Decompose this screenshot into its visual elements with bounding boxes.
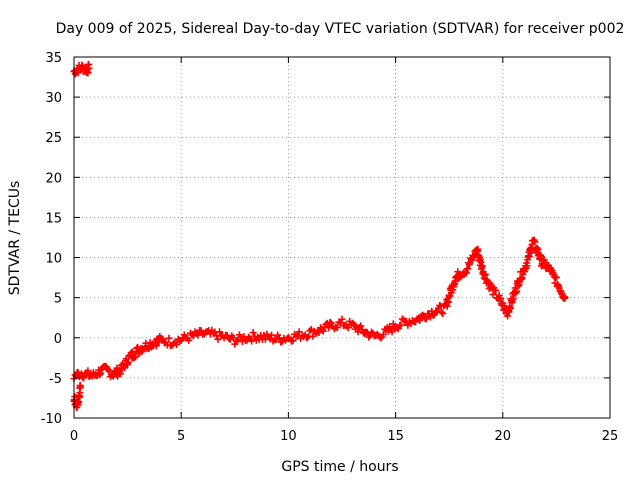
data-point xyxy=(358,326,366,334)
data-point xyxy=(84,367,92,375)
y-tick-label: 5 xyxy=(54,292,62,307)
data-point xyxy=(215,328,223,336)
data-point xyxy=(367,328,375,336)
data-point xyxy=(96,371,104,379)
x-tick-label: 0 xyxy=(70,429,78,444)
x-tick-label: 15 xyxy=(387,429,404,444)
data-point xyxy=(354,328,362,336)
data-point xyxy=(97,369,105,377)
y-tick-label: 10 xyxy=(45,252,62,267)
data-points xyxy=(70,60,569,412)
data-point xyxy=(531,238,539,246)
data-point xyxy=(76,382,84,390)
data-point xyxy=(489,290,497,298)
data-point xyxy=(389,320,397,328)
y-axis-label: SDTVAR / TECUs xyxy=(7,181,23,296)
data-point xyxy=(214,335,222,343)
data-point xyxy=(85,64,93,72)
data-point xyxy=(295,328,303,336)
data-point xyxy=(439,310,447,318)
data-point xyxy=(333,324,341,332)
data-point xyxy=(277,338,285,346)
data-point xyxy=(513,287,521,295)
data-point xyxy=(492,286,500,294)
data-point xyxy=(388,328,396,336)
chart-title: Day 009 of 2025, Sidereal Day-to-day VTE… xyxy=(56,21,625,37)
data-point xyxy=(116,370,124,378)
data-point xyxy=(268,331,276,339)
data-point xyxy=(232,337,240,345)
data-point xyxy=(357,322,365,330)
data-point xyxy=(152,342,160,350)
data-point xyxy=(478,262,486,270)
x-axis-label: GPS time / hours xyxy=(281,459,398,475)
data-point xyxy=(124,358,132,366)
data-point xyxy=(248,337,256,345)
y-tick-label: 20 xyxy=(45,171,62,186)
data-point xyxy=(349,319,357,327)
data-point xyxy=(506,305,514,313)
axis-ticks: 0 5 10 15 20 25 -10 -5 0 5 10 15 20 25 30 35 xyxy=(41,51,619,444)
y-tick-label: -5 xyxy=(49,372,62,387)
y-tick-label: 25 xyxy=(45,131,62,146)
data-point xyxy=(537,252,545,260)
x-tick-label: 5 xyxy=(177,429,185,444)
data-point xyxy=(231,340,239,348)
data-point xyxy=(319,327,327,335)
data-point xyxy=(325,324,333,332)
data-point xyxy=(289,337,297,345)
data-point xyxy=(438,308,446,316)
data-point xyxy=(445,298,453,306)
data-point xyxy=(165,334,173,342)
data-point xyxy=(454,268,462,276)
data-point xyxy=(561,294,569,302)
data-point xyxy=(249,329,257,337)
data-point xyxy=(157,334,165,342)
data-point xyxy=(397,321,405,329)
data-point xyxy=(474,245,482,253)
x-tick-label: 25 xyxy=(602,429,619,444)
data-point xyxy=(185,336,193,344)
x-tick-label: 20 xyxy=(495,429,512,444)
data-point xyxy=(422,315,430,323)
data-point xyxy=(379,331,387,339)
data-point xyxy=(173,341,181,349)
y-tick-label: 15 xyxy=(45,211,62,226)
data-point xyxy=(284,334,292,342)
data-point xyxy=(477,258,485,266)
y-tick-label: 30 xyxy=(45,91,62,106)
plot-frame xyxy=(73,56,611,419)
data-point xyxy=(523,262,531,270)
data-point xyxy=(292,332,300,340)
data-point xyxy=(104,366,112,374)
grid xyxy=(74,57,610,418)
data-point xyxy=(416,316,424,324)
data-point xyxy=(394,325,402,333)
data-point xyxy=(338,315,346,323)
y-tick-label: 35 xyxy=(45,51,62,66)
data-point xyxy=(84,69,92,77)
y-tick-label: -10 xyxy=(41,412,62,427)
x-tick-label: 10 xyxy=(280,429,297,444)
y-tick-label: 0 xyxy=(54,332,62,347)
data-point xyxy=(303,334,311,342)
data-point xyxy=(552,273,560,281)
